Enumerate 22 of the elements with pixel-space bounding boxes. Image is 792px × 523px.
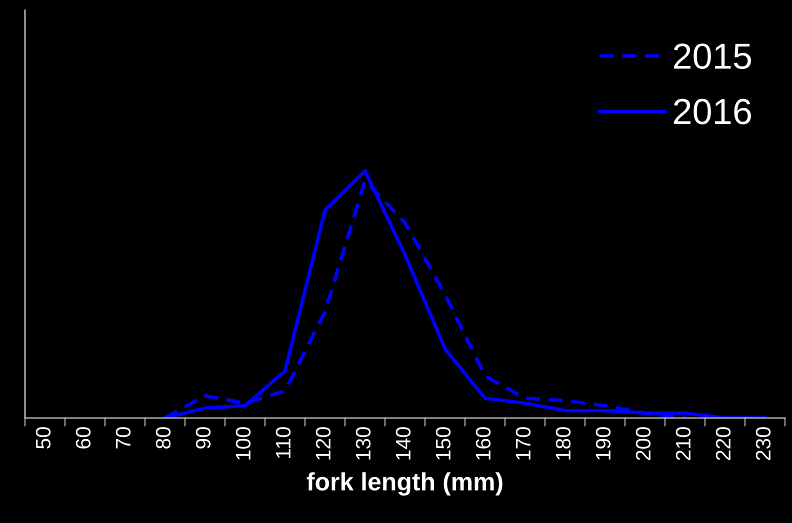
x-tick-label: 100 — [236, 427, 251, 460]
x-tick-label: 70 — [116, 427, 131, 448]
legend-label: 2016 — [674, 98, 751, 124]
x-tick-label: 190 — [596, 427, 611, 460]
x-tick-label: 50 — [36, 427, 51, 449]
x-tick-label: 220 — [716, 427, 731, 460]
x-tick-label: 160 — [476, 427, 491, 460]
x-tick-label: 60 — [76, 427, 91, 448]
x-tick-label: 120 — [316, 427, 331, 460]
x-tick-label: 170 — [516, 427, 531, 460]
x-tick-label: 180 — [556, 427, 571, 460]
x-tick-label: 80 — [156, 427, 171, 449]
x-tick-label: 110 — [276, 427, 291, 458]
x-tick-label: 210 — [676, 427, 691, 460]
x-tick-label: 230 — [756, 427, 771, 460]
x-tick-label: 200 — [636, 427, 651, 460]
x-tick-label: 140 — [396, 427, 411, 460]
x-tick-label: 130 — [356, 427, 371, 460]
x-tick-label: 150 — [436, 427, 451, 460]
x-axis-title: fork length (mm) — [306, 472, 502, 496]
x-tick-label: 90 — [196, 427, 211, 449]
legend-label: 2015 — [674, 43, 751, 70]
